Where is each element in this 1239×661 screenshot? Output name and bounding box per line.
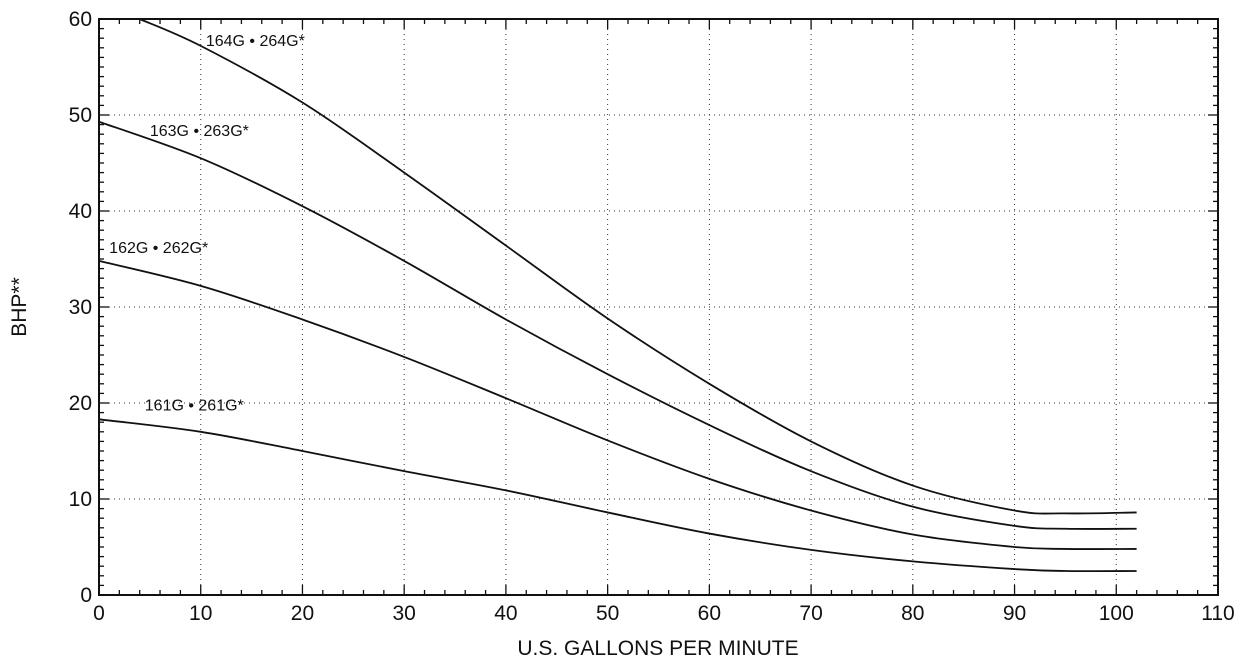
- tick-labels: 0 10 20 30 40 50 60 70 80 90 100 110 0 10 20 30 40 50 60: [69, 8, 1235, 625]
- y-tick-label: 50: [69, 104, 92, 127]
- series-line-1: [98, 418, 1137, 573]
- x-tick-label: 110: [1201, 602, 1234, 625]
- x-tick-label: 70: [799, 602, 822, 625]
- series-label-2: 162G • 262G*: [109, 240, 208, 257]
- y-tick-label: 30: [69, 296, 92, 319]
- y-axis-title: BHP**: [8, 277, 31, 337]
- series-labels: 161G • 261G* 162G • 262G* 163G • 263G* 164G…: [109, 33, 305, 415]
- y-tick-label: 0: [80, 584, 92, 607]
- x-tick-label: 60: [698, 602, 721, 625]
- axis-ticks: [98, 18, 1219, 596]
- x-tick-label: 80: [901, 602, 924, 625]
- x-tick-label: 40: [494, 602, 517, 625]
- series-label-4: 164G • 264G*: [206, 33, 305, 50]
- series-line-2: [98, 260, 1137, 550]
- y-tick-label: 60: [69, 8, 92, 31]
- x-tick-label: 100: [1099, 602, 1134, 625]
- x-tick-label: 0: [93, 602, 105, 625]
- y-tick-label: 20: [69, 392, 92, 415]
- x-tick-label: 50: [596, 602, 619, 625]
- x-tick-label: 90: [1003, 602, 1026, 625]
- x-tick-label: 20: [291, 602, 314, 625]
- series-lines: [98, 18, 1137, 573]
- x-axis-title: U.S. GALLONS PER MINUTE: [517, 637, 798, 660]
- series-line-3: [98, 120, 1137, 530]
- series-line-4: [139, 18, 1137, 515]
- x-tick-label: 30: [393, 602, 416, 625]
- grid: [99, 19, 1218, 595]
- series-label-3: 163G • 263G*: [150, 123, 249, 140]
- y-tick-label: 10: [69, 488, 92, 511]
- y-tick-label: 40: [69, 200, 92, 223]
- series-label-1: 161G • 261G*: [145, 398, 244, 415]
- x-tick-label: 10: [189, 602, 212, 625]
